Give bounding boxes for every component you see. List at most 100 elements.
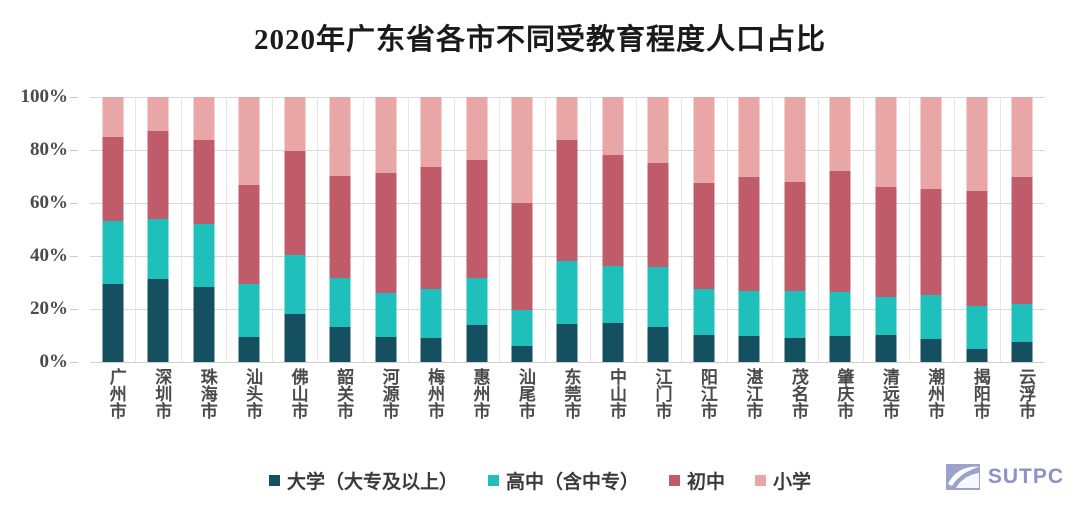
legend-item[interactable]: 初中 <box>669 467 725 494</box>
bar-segment[interactable] <box>647 97 669 163</box>
bar-segment[interactable] <box>602 323 624 362</box>
bar-segment[interactable] <box>966 306 988 350</box>
bar-segment[interactable] <box>420 97 442 168</box>
bar-segment[interactable] <box>466 97 488 161</box>
bar-segment[interactable] <box>284 254 306 315</box>
bar-segment[interactable] <box>875 186 897 297</box>
bar-stack[interactable] <box>102 97 124 362</box>
bar-segment[interactable] <box>738 97 760 178</box>
bar-segment[interactable] <box>784 181 806 292</box>
bar-segment[interactable] <box>511 97 533 203</box>
bar-segment[interactable] <box>238 97 260 185</box>
bar-segment[interactable] <box>920 97 942 190</box>
bar-stack[interactable] <box>1011 97 1033 362</box>
bar-segment[interactable] <box>602 155 624 266</box>
bar-segment[interactable] <box>829 336 851 362</box>
bar-segment[interactable] <box>784 97 806 182</box>
bar-segment[interactable] <box>829 97 851 172</box>
bar-segment[interactable] <box>647 267 669 328</box>
bar-stack[interactable] <box>511 97 533 362</box>
bar-segment[interactable] <box>829 291 851 337</box>
bar-segment[interactable] <box>147 97 169 131</box>
bar-segment[interactable] <box>693 289 715 335</box>
bar-stack[interactable] <box>784 97 806 362</box>
bar-segment[interactable] <box>966 97 988 192</box>
bar-segment[interactable] <box>784 291 806 338</box>
bar-segment[interactable] <box>1011 342 1033 362</box>
bar-segment[interactable] <box>420 288 442 338</box>
bar-stack[interactable] <box>284 97 306 362</box>
bar-stack[interactable] <box>602 97 624 362</box>
bar-segment[interactable] <box>102 284 124 362</box>
bar-segment[interactable] <box>238 184 260 285</box>
bar-segment[interactable] <box>329 326 351 362</box>
bar-segment[interactable] <box>875 97 897 187</box>
bar-segment[interactable] <box>511 310 533 347</box>
bar-segment[interactable] <box>375 173 397 293</box>
bar-group[interactable] <box>1000 97 1045 362</box>
bar-segment[interactable] <box>284 314 306 362</box>
bar-segment[interactable] <box>147 279 169 362</box>
bar-stack[interactable] <box>966 97 988 362</box>
bar-segment[interactable] <box>784 337 806 362</box>
bar-segment[interactable] <box>738 177 760 291</box>
bar-segment[interactable] <box>693 97 715 183</box>
bar-segment[interactable] <box>1011 176 1033 305</box>
bar-segment[interactable] <box>556 324 578 362</box>
bar-segment[interactable] <box>738 336 760 362</box>
bar-stack[interactable] <box>875 97 897 362</box>
bar-segment[interactable] <box>966 349 988 362</box>
bar-stack[interactable] <box>647 97 669 362</box>
bar-segment[interactable] <box>193 97 215 141</box>
bar-stack[interactable] <box>920 97 942 362</box>
bar-group[interactable] <box>135 97 180 362</box>
bar-group[interactable] <box>408 97 453 362</box>
bar-segment[interactable] <box>147 130 169 220</box>
bar-segment[interactable] <box>920 189 942 295</box>
legend-item[interactable]: 高中（含中专） <box>487 467 639 494</box>
bar-segment[interactable] <box>375 337 397 362</box>
bar-segment[interactable] <box>420 167 442 289</box>
bar-group[interactable] <box>772 97 817 362</box>
bar-group[interactable] <box>863 97 908 362</box>
bar-segment[interactable] <box>693 334 715 362</box>
bar-segment[interactable] <box>102 97 124 137</box>
bar-segment[interactable] <box>466 160 488 278</box>
bar-stack[interactable] <box>829 97 851 362</box>
bar-group[interactable] <box>226 97 271 362</box>
bar-group[interactable] <box>454 97 499 362</box>
bar-segment[interactable] <box>738 290 760 337</box>
bar-group[interactable] <box>272 97 317 362</box>
bar-group[interactable] <box>636 97 681 362</box>
legend-item[interactable]: 小学 <box>755 467 811 494</box>
bar-segment[interactable] <box>647 162 669 268</box>
bar-segment[interactable] <box>238 337 260 362</box>
bar-segment[interactable] <box>329 97 351 176</box>
bar-group[interactable] <box>681 97 726 362</box>
bar-segment[interactable] <box>966 191 988 307</box>
bar-group[interactable] <box>590 97 635 362</box>
bar-segment[interactable] <box>375 292 397 338</box>
bar-segment[interactable] <box>920 339 942 362</box>
bar-stack[interactable] <box>738 97 760 362</box>
bar-segment[interactable] <box>238 284 260 338</box>
bar-segment[interactable] <box>466 277 488 326</box>
bar-group[interactable] <box>545 97 590 362</box>
bar-segment[interactable] <box>1011 304 1033 343</box>
legend-item[interactable]: 大学（大专及以上） <box>268 467 458 494</box>
bar-segment[interactable] <box>466 325 488 362</box>
bar-segment[interactable] <box>193 140 215 225</box>
bar-group[interactable] <box>499 97 544 362</box>
bar-group[interactable] <box>954 97 999 362</box>
bar-segment[interactable] <box>556 260 578 325</box>
bar-segment[interactable] <box>375 97 397 174</box>
bar-group[interactable] <box>727 97 772 362</box>
bar-segment[interactable] <box>556 97 578 141</box>
bar-segment[interactable] <box>829 171 851 292</box>
bar-stack[interactable] <box>693 97 715 362</box>
bar-segment[interactable] <box>193 224 215 288</box>
bar-group[interactable] <box>363 97 408 362</box>
bar-group[interactable] <box>909 97 954 362</box>
bar-segment[interactable] <box>693 182 715 290</box>
bar-segment[interactable] <box>511 346 533 362</box>
